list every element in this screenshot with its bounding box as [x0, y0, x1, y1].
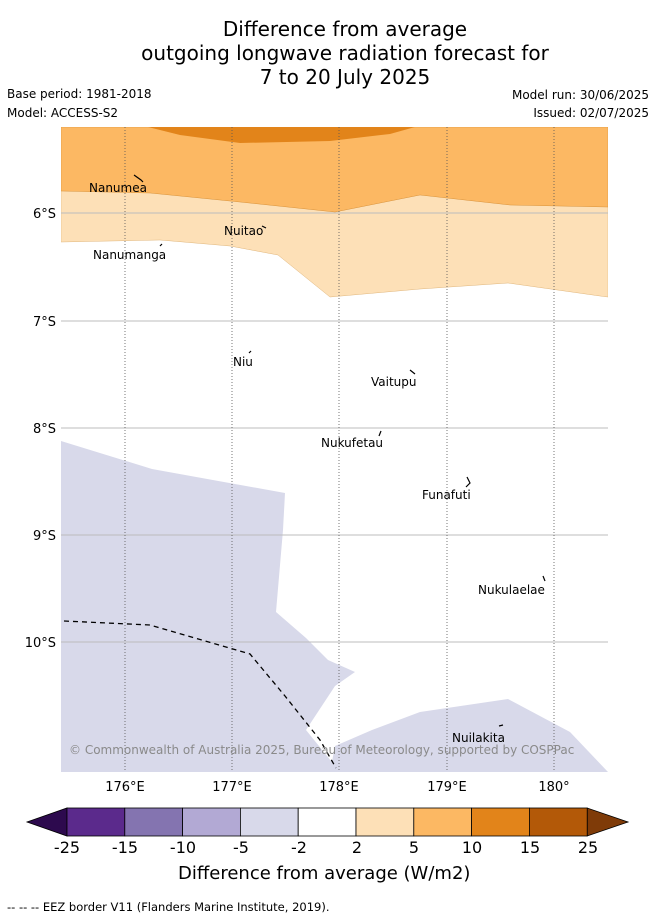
title-line-2: outgoing longwave radiation forecast for [141, 41, 549, 65]
place-label-nanumea: Nanumea [89, 181, 147, 195]
base-period-text: Base period: 1981-2018 [7, 87, 152, 101]
colorbar-tick: 10 [461, 838, 483, 857]
copyright-text: © Commonwealth of Australia 2025, Bureau… [69, 743, 574, 757]
lat-label-10s: 10°S [25, 636, 56, 651]
anomaly-region-10-to-15 [148, 127, 415, 143]
colorbar-tick: -2 [291, 838, 307, 857]
latitude-gridlines [61, 212, 608, 643]
nuilakita-island [498, 724, 504, 727]
title-line-3: 7 to 20 July 2025 [259, 65, 431, 89]
colorbar-tick: -25 [53, 838, 81, 857]
anomaly-region-5-to-10 [61, 127, 608, 213]
place-label-nanumanga: Nanumanga [93, 248, 166, 262]
colorbar-under-arrow [25, 807, 68, 837]
colorbar-tick: 15 [519, 838, 541, 857]
nuitao-island [261, 225, 267, 229]
place-label-nuilakita: Nuilakita [452, 731, 505, 745]
colorbar-tick: 25 [577, 838, 599, 857]
place-label-funafuti: Funafuti [422, 488, 471, 502]
colorbar-segment [239, 807, 299, 837]
lon-label-176e: 176°E [105, 780, 145, 795]
colorbar-segment [471, 807, 530, 837]
colorbar-tick: -15 [111, 838, 139, 857]
nanumea-island [133, 174, 144, 183]
colorbar-segment [413, 807, 472, 837]
colorbar-tick: 2 [351, 838, 363, 857]
vaitupu-island [409, 369, 416, 375]
map-panel: Nanumea Nuitao Nanumanga Niu Vaitupu Nuk… [61, 127, 608, 772]
nukulaelae-island [542, 575, 546, 582]
chart-title: Difference from average outgoing longwav… [0, 17, 655, 89]
place-label-nuitao: Nuitao [224, 224, 263, 238]
eez-footnote: -- -- -- EEZ border V11 (Flanders Marine… [7, 900, 330, 914]
islands [133, 174, 546, 727]
colorbar-segment [529, 807, 588, 837]
place-label-vaitupu: Vaitupu [371, 375, 417, 389]
lon-label-179e: 179°E [427, 780, 467, 795]
model-text: Model: ACCESS-S2 [7, 106, 119, 120]
lat-label-9s: 9°S [33, 529, 56, 544]
lat-label-6s: 6°S [33, 207, 56, 222]
lon-label-178e: 178°E [319, 780, 359, 795]
colorbar-segment [297, 807, 357, 837]
place-label-niu: Niu [233, 355, 253, 369]
title-line-1: Difference from average [222, 17, 468, 41]
colorbar-tick: -10 [169, 838, 197, 857]
lat-label-8s: 8°S [33, 422, 56, 437]
colorbar-segment [66, 807, 126, 837]
colorbar-segment [355, 807, 415, 837]
funafuti-island [465, 476, 471, 488]
lat-label-7s: 7°S [33, 315, 56, 330]
place-label-nukulaelae: Nukulaelae [478, 583, 545, 597]
colorbar-label: Difference from average (W/m2) [178, 863, 471, 884]
lon-label-180: 180° [538, 780, 569, 795]
model-run-text: Model run: 30/06/2025 [511, 88, 649, 102]
nanumanga-island [159, 243, 163, 247]
place-label-nukufetau: Nukufetau [321, 436, 383, 450]
lon-label-177e: 177°E [212, 780, 252, 795]
longitude-gridlines [124, 127, 555, 772]
colorbar-tick: -5 [233, 838, 249, 857]
anomaly-region-minus5-to-minus2-west [61, 441, 355, 772]
colorbar-segment [182, 807, 241, 837]
nukufetau-island [378, 430, 382, 437]
colorbar [25, 807, 630, 837]
issued-text: Issued: 02/07/2025 [533, 106, 649, 120]
colorbar-tick: 5 [408, 838, 420, 857]
colorbar-segment [124, 807, 184, 837]
eez-border-line [63, 620, 337, 769]
anomaly-region-minus5-to-minus2-southeast [330, 699, 608, 772]
colorbar-over-arrow [586, 807, 630, 837]
niu-island [248, 350, 252, 354]
